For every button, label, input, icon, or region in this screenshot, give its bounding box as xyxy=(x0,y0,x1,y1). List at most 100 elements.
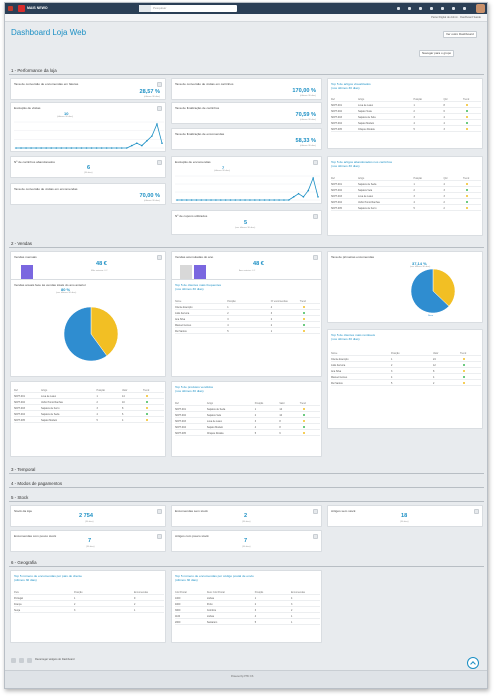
data-point xyxy=(195,199,198,201)
menu-icon[interactable] xyxy=(8,6,13,11)
app-logo-icon[interactable] xyxy=(18,5,25,12)
gear-icon[interactable] xyxy=(157,160,162,165)
card-title: Top 5 de clientes mais rentáveis xyxy=(331,333,376,337)
refresh-small-icon[interactable] xyxy=(19,658,24,663)
kpi-value: 7 xyxy=(244,538,248,544)
gear-icon[interactable] xyxy=(313,534,318,539)
section-geography-header[interactable]: 6 - Geografia xyxy=(11,560,37,565)
chart-card-orders-evolution: Evolução de encomendas 7 (últimos 30 dia… xyxy=(171,156,322,204)
table-cell: Sapatos Vela xyxy=(206,413,221,417)
search-box[interactable]: Pesquisar xyxy=(139,5,237,12)
gear-icon[interactable] xyxy=(157,509,162,514)
settings-icon[interactable] xyxy=(452,7,455,10)
column-header: Posição xyxy=(227,299,236,303)
add-icon[interactable] xyxy=(408,7,411,10)
table-cell: 4 xyxy=(443,115,445,119)
top-navbar: MAIS NEWO Pesquisar xyxy=(5,3,487,14)
reset-icon[interactable] xyxy=(27,658,32,663)
kpi-value: 2 xyxy=(244,513,248,519)
table-cell: Sapatos Vela xyxy=(358,188,373,192)
gear-icon[interactable] xyxy=(313,255,318,260)
section-performance-header[interactable]: 1 - Performance da loja xyxy=(11,68,57,73)
other-dashboard-button[interactable]: Ver outro Dashboard xyxy=(443,31,477,38)
kpi-card-conversion-carts: Taxa de conversão de visitas em carrinho… xyxy=(171,78,322,100)
calendar-icon[interactable] xyxy=(430,7,433,10)
table-row: SKPT-005 Chapéu Rodela 5 3 xyxy=(331,126,481,132)
table-cell: 3 xyxy=(96,406,98,410)
card-title: Top 5 de artigos visualizados xyxy=(331,82,371,86)
gear-icon[interactable] xyxy=(474,509,479,514)
table-row: João Ferreira 2 3 xyxy=(175,310,320,316)
search-scope-dropdown[interactable] xyxy=(139,5,151,12)
table-cell: Velho Ponto Ranhas xyxy=(358,200,380,204)
data-point xyxy=(200,199,203,201)
table-cell: 2 xyxy=(270,317,273,321)
section-temporal-header[interactable]: 3 - Temporal xyxy=(11,467,36,472)
section-sales-header[interactable]: 2 - Vendas xyxy=(11,241,32,246)
navigate-group-button[interactable]: Navegar para o grupo xyxy=(419,50,455,57)
card-title: Taxa de conversão de visitas em carrinho… xyxy=(175,82,234,86)
table-cell: SKPT-002 xyxy=(175,413,186,417)
table-cell: 2 xyxy=(413,188,415,192)
table-cell: 2 xyxy=(74,602,76,606)
scroll-top-button[interactable] xyxy=(467,657,479,669)
messages-icon[interactable] xyxy=(419,7,422,10)
table-cell: 1 xyxy=(391,357,393,361)
trend-indicator-icon xyxy=(463,358,465,360)
column-header: Nome xyxy=(331,351,338,355)
table-cell: 3 xyxy=(443,127,445,131)
column-header: Trend xyxy=(460,351,467,355)
data-point xyxy=(100,147,103,149)
table-cell: 2 xyxy=(254,413,257,417)
settings-small-icon[interactable] xyxy=(11,658,16,663)
gear-icon[interactable] xyxy=(313,214,318,219)
table-cell: 1 xyxy=(254,407,257,411)
data-point xyxy=(125,147,128,149)
gear-icon[interactable] xyxy=(157,106,162,111)
gear-icon[interactable] xyxy=(313,160,318,165)
table-cell: SKPT-001 xyxy=(14,394,25,398)
trend-indicator-icon xyxy=(302,426,305,428)
gear-icon[interactable] xyxy=(157,534,162,539)
section-payments-header[interactable]: 4 - Modos de pagamentos xyxy=(11,481,63,486)
gear-icon[interactable] xyxy=(157,82,162,87)
card-subtitle: (nos últimos 30 dias) xyxy=(175,389,204,393)
table-cell: SKPT-003 xyxy=(331,194,342,198)
card-title: Nº de cupons utilizados xyxy=(175,214,208,218)
gear-icon[interactable] xyxy=(313,509,318,514)
table-header: Nome Posição Valor Trend xyxy=(331,350,481,356)
user-avatar[interactable] xyxy=(476,4,485,13)
trend-indicator-icon xyxy=(463,370,465,372)
data-point xyxy=(141,144,143,147)
notifications-icon[interactable] xyxy=(397,7,400,10)
gear-icon[interactable] xyxy=(157,255,162,260)
column-header: Qtd xyxy=(443,97,448,101)
table-cell: Manuel Gomes xyxy=(175,323,192,327)
data-point xyxy=(130,144,133,147)
table-row: SKPT-005 Chapéu Rodela 5 6 xyxy=(175,430,320,436)
data-point xyxy=(273,199,276,201)
column-header: País xyxy=(14,590,19,594)
reset-widgets-link[interactable]: Recarregar widgets do Dashboard xyxy=(35,658,75,661)
table-header: País Posição Encomendas xyxy=(14,589,164,595)
table-cell: Sapato Modelo xyxy=(358,121,375,125)
table-cell: 4 xyxy=(270,305,273,309)
chart-peak-label: 10 xyxy=(64,111,69,116)
table-cell: 4 xyxy=(96,412,98,416)
table-row: SKPT-002 Velho Ponto Ranhas 2 10 xyxy=(14,399,164,405)
products-table: Ref Artigo Posição Valor Trend SKPT-001 Luva d… xyxy=(14,387,164,427)
table-cell: 4 xyxy=(122,418,124,422)
data-point xyxy=(297,192,300,195)
search-input[interactable]: Pesquisar xyxy=(153,6,167,10)
help-icon[interactable] xyxy=(441,7,444,10)
kpi-value: 28,57 % xyxy=(139,89,160,95)
data-point xyxy=(176,199,178,201)
previous-value: Mês anterior: 0 € xyxy=(91,270,108,272)
section-stock-header[interactable]: 5 - Stock xyxy=(11,495,29,500)
table-cell: SKPT-004 xyxy=(331,121,342,125)
table-cell: 2 xyxy=(270,323,273,327)
apps-icon[interactable] xyxy=(463,7,466,10)
table-cell: 14 xyxy=(122,394,125,398)
table-cell: Portugal xyxy=(14,596,23,600)
table-cell: Ana Silva xyxy=(175,317,186,321)
